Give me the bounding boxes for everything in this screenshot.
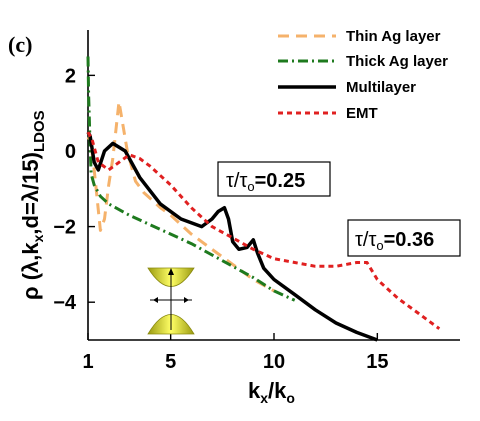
y-ticks: 2 0 −2 −4 (53, 65, 95, 314)
x-tick-label: 1 (82, 351, 93, 373)
legend-item-emt: EMT (278, 105, 378, 122)
annotation-tau-036: τ/τo=0.36 (347, 219, 461, 257)
dispersion-cone-inset (147, 267, 195, 335)
panel-label: (c) (8, 32, 32, 57)
x-ticks: 1 5 10 15 (82, 333, 388, 373)
legend-label-multilayer: Multilayer (346, 79, 416, 96)
y-tick-label: 2 (65, 65, 76, 87)
x-tick-label: 10 (263, 351, 285, 373)
legend: Thin Ag layer Thick Ag layer Multilayer … (278, 28, 448, 122)
y-tick-label: −2 (53, 217, 76, 239)
plot-area: 20−2−4 1 5 10 15 (53, 30, 460, 373)
legend-label-emt: EMT (346, 105, 378, 122)
x-tick-label: 15 (366, 351, 388, 373)
legend-item-thick-ag: Thick Ag layer (278, 53, 448, 70)
x-tick-label: 5 (165, 351, 176, 373)
series-layer (86, 56, 441, 342)
y-tick-label: −4 (53, 292, 77, 314)
annotation-tau-025: τ/τo=0.25 (217, 161, 331, 197)
series-line-multilayer (86, 131, 378, 342)
legend-item-thin-ag: Thin Ag layer (278, 28, 441, 45)
y-axis-label: ρ (λ,kx,d=λ/15)LDOS (18, 110, 48, 300)
legend-label-thick-ag: Thick Ag layer (346, 53, 448, 70)
y-tick-label: 0 (65, 141, 76, 163)
series-line-thick-ag-layer (86, 56, 296, 302)
x-axis-label: kx/ko (248, 378, 295, 406)
svg-text:τ/τo=0.25: τ/τo=0.25 (226, 170, 305, 194)
legend-label-thin-ag: Thin Ag layer (346, 28, 441, 45)
svg-text:τ/τo=0.36: τ/τo=0.36 (355, 229, 434, 253)
series-line-emt (86, 131, 441, 330)
series-line-thin-ag-layer (86, 100, 275, 293)
legend-item-multilayer: Multilayer (278, 79, 416, 96)
